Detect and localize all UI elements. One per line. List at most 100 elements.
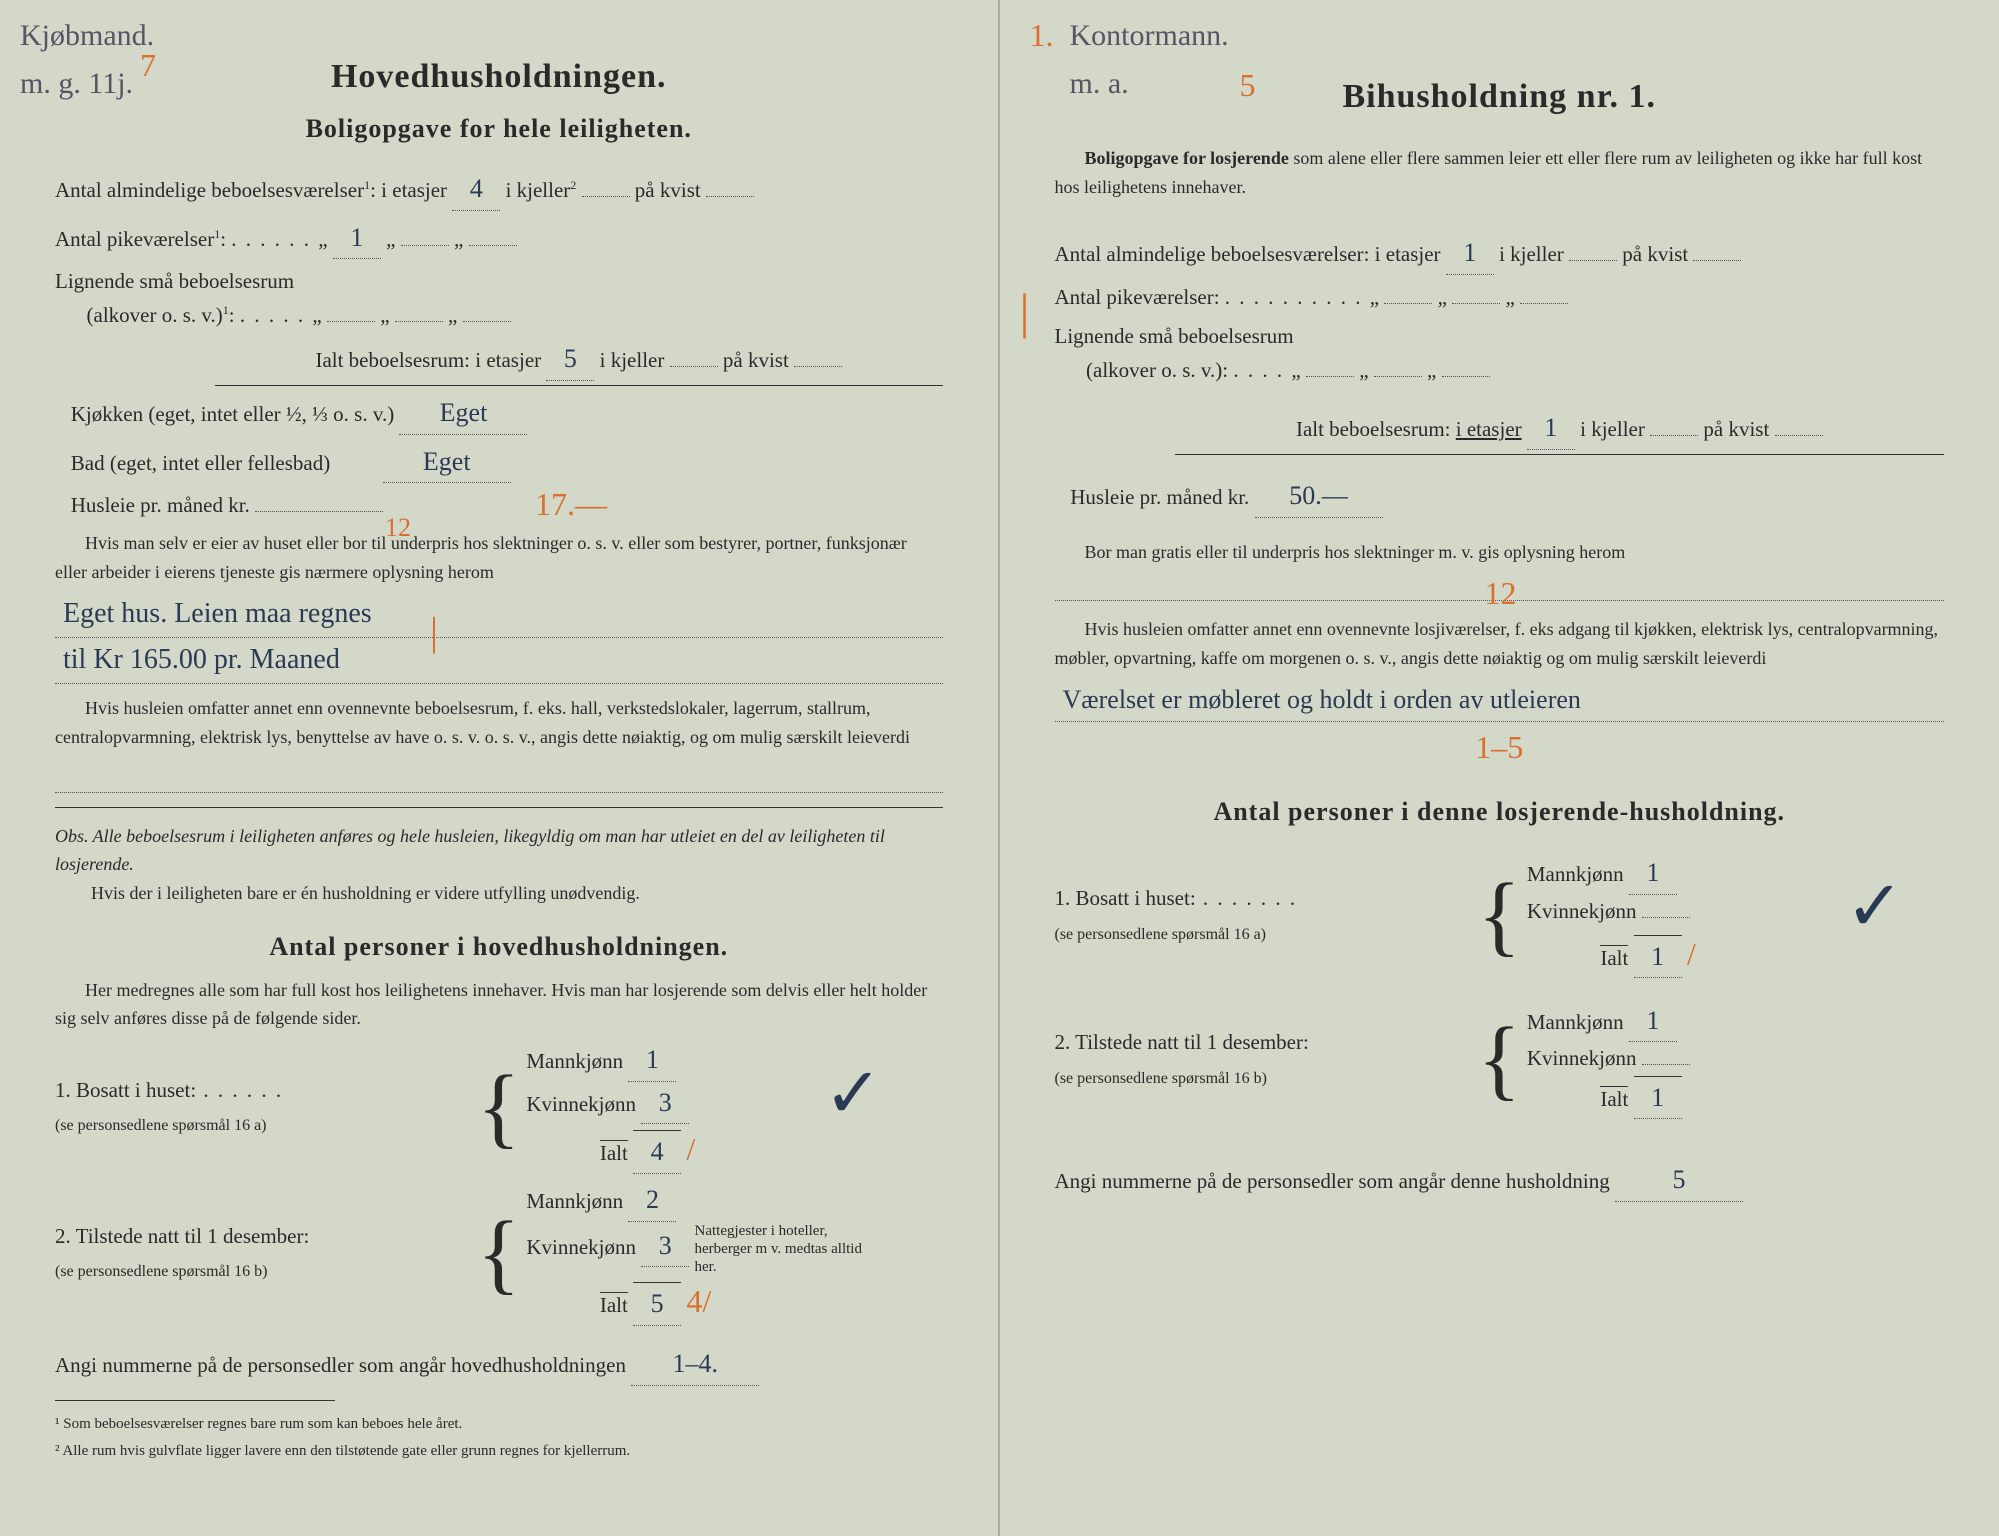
lbl-alm-r: Antal almindelige beboelsesværelser:	[1055, 242, 1370, 266]
q2-sub: (se personsedlene spørsmål 16 b)	[55, 1263, 267, 1280]
bracket-icon: {	[1478, 882, 1521, 950]
row-ialt-r: Ialt beboelsesrum: i etasjer 1 i kjeller…	[1175, 407, 1945, 455]
q2-sub-r: (se personsedlene spørsmål 16 b)	[1055, 1070, 1267, 1087]
lbl-mann-r: Mannkjønn	[1527, 862, 1624, 886]
blank	[469, 245, 517, 246]
q2-label-r: 2. Tilstede natt til 1 desember:	[1055, 1030, 1309, 1054]
q1-mann: 1	[628, 1039, 676, 1082]
lbl-alm: Antal almindelige beboelsesværelser	[55, 178, 364, 202]
q2-ialt: 5	[633, 1282, 681, 1326]
para-losjerende: Boligopgave for losjerende Boligopgave f…	[1055, 144, 1945, 202]
fn-divider	[55, 1400, 335, 1401]
blank	[1520, 303, 1568, 304]
q2-group-r: 2. Tilstede natt til 1 desember: (se per…	[1055, 1000, 1945, 1120]
blank	[327, 321, 375, 322]
divider	[55, 807, 943, 808]
title-sub: Boligopgave for hele leiligheten.	[55, 108, 943, 150]
blank	[794, 366, 842, 367]
footnote2: ² Alle rum hvis gulvflate ligger lavere …	[55, 1442, 943, 1462]
val-pike: 1	[333, 217, 381, 260]
bracket-icon: {	[477, 1220, 520, 1288]
title-main: Hovedhusholdningen.	[55, 50, 943, 104]
blank	[1569, 260, 1617, 261]
lbl-kvinne-r: Kvinnekjønn	[1527, 899, 1637, 923]
hand-annotation-top-right: Kontormann. m. a.	[1070, 12, 1229, 108]
blank	[1306, 376, 1354, 377]
orange-slash: |	[430, 600, 438, 664]
lbl-kvist: på kvist	[635, 178, 701, 202]
blank	[1374, 376, 1422, 377]
orange-mark-7: 7	[140, 40, 156, 91]
q2-label: 2. Tilstede natt til 1 desember:	[55, 1224, 309, 1248]
lbl-pike: Antal pikeværelser	[55, 227, 214, 251]
row-bad: Bad (eget, intet eller fellesbad) Eget	[55, 441, 943, 484]
lbl-kjokken: Kjøkken (eget, intet eller ½, ⅓ o. s. v.…	[71, 402, 394, 426]
lbl-ialt2: Ialt	[600, 1140, 628, 1165]
hand-line1: Eget hus. Leien maa regnes	[55, 592, 943, 638]
q1-label: 1. Bosatt i huset:	[55, 1078, 196, 1102]
lbl-lign-r: Lignende små beboelsesrum	[1055, 324, 1294, 348]
q1-ialt-r: 1	[1634, 935, 1682, 979]
hand-annotation-top-left: Kjøbmand. m. g. 11j.	[20, 12, 154, 108]
para-extra-r: Hvis husleien omfatter annet enn ovennev…	[1055, 615, 1945, 673]
lbl-kvinne-r2: Kvinnekjønn	[1527, 1046, 1637, 1070]
right-page: Kontormann. m. a. 1. 5 Bihusholdning nr.…	[1000, 0, 1999, 1536]
lbl-kvist-r2: på kvist	[1703, 417, 1769, 441]
footnote1: ¹ Som beboelsesværelser regnes bare rum …	[55, 1415, 943, 1435]
checkmark-icon: ✓	[824, 1039, 883, 1151]
lbl-kjeller-r2: i kjeller	[1580, 417, 1645, 441]
row-husleie-r: Husleie pr. måned kr. 50.—	[1055, 475, 1945, 518]
q1-label-r: 1. Bosatt i huset:	[1055, 886, 1196, 910]
q1-kvinne-r	[1642, 917, 1690, 918]
q2-note: Nattegjester i hoteller, herberger m v. …	[695, 1222, 865, 1276]
lbl-kjeller-r: i kjeller	[1499, 242, 1564, 266]
orange-husleie: 17.—	[535, 479, 607, 530]
blank-line	[55, 758, 943, 793]
obs-text: Obs. Alle beboelsesrum i leiligheten anf…	[55, 826, 885, 875]
orange-mark-1: 1.	[1030, 10, 1054, 61]
val-angi: 1–4.	[631, 1343, 759, 1386]
q2-ialt-r: 1	[1634, 1076, 1682, 1120]
q1-ialt: 4	[633, 1130, 681, 1174]
para-persons: Her medregnes alle som har full kost hos…	[55, 976, 943, 1034]
blank	[1452, 303, 1500, 304]
lbl-ialt-r2: Ialt	[1600, 945, 1628, 970]
q2-mann-r: 1	[1629, 1000, 1677, 1043]
val-angi-r: 5	[1615, 1159, 1743, 1202]
blank	[1775, 435, 1823, 436]
val-alm-etasjer: 4	[452, 168, 500, 211]
obs-text2: Hvis der i leiligheten bare er én hushol…	[91, 883, 640, 903]
orange-12: 12	[385, 507, 411, 549]
row-alm: Antal almindelige beboelsesværelser1: i …	[55, 168, 943, 211]
row-kjokken: Kjøkken (eget, intet eller ½, ⅓ o. s. v.…	[55, 392, 943, 435]
lbl-kvinne2: Kvinnekjønn	[526, 1235, 636, 1259]
lbl-ialt-r3: Ialt	[1600, 1086, 1628, 1111]
row-pike-r: | Antal pikeværelser: . . . . . . . . . …	[1055, 281, 1945, 315]
val-alm-etasjer-r: 1	[1446, 232, 1494, 275]
orange-1-5-txt: 1–5	[1475, 729, 1523, 765]
lbl-etasjer: i etasjer	[381, 178, 447, 202]
q1-sub-r: (se personsedlene spørsmål 16 a)	[1055, 926, 1267, 943]
lbl-mann: Mannkjønn	[526, 1049, 623, 1073]
lbl-ialt: Ialt beboelsesrum:	[315, 348, 470, 372]
bracket-icon: {	[477, 1074, 520, 1142]
val-bad: Eget	[383, 441, 511, 484]
val-alm-kjeller	[582, 196, 630, 197]
blank	[395, 321, 443, 322]
lbl-ialt3: Ialt	[600, 1292, 628, 1317]
para-husleie-extra: Hvis husleien omfatter annet enn ovennev…	[55, 694, 943, 752]
obs-block: Obs. Alle beboelsesrum i leiligheten anf…	[55, 822, 943, 908]
val-alm-kvist	[706, 196, 754, 197]
lbl-lign: Lignende små beboelsesrum	[55, 269, 294, 293]
blank	[1693, 260, 1741, 261]
orange-slash2: 4/	[686, 1283, 711, 1319]
txt-gratis: Bor man gratis eller til underpris hos s…	[1085, 542, 1626, 562]
lbl-bad: Bad (eget, intet eller fellesbad)	[71, 451, 330, 475]
row-alm-r: Antal almindelige beboelsesværelser: i e…	[1055, 232, 1945, 275]
orange-bar: |	[1020, 271, 1030, 351]
title-persons: Antal personer i hovedhusholdningen.	[55, 926, 943, 968]
lbl-mann-r2: Mannkjønn	[1527, 1010, 1624, 1034]
lbl-angi-r: Angi nummerne på de personsedler som ang…	[1055, 1169, 1610, 1193]
row-husleie: Husleie pr. måned kr. 17.— 12	[55, 489, 943, 523]
row-lign: Lignende små beboelsesrum (alkover o. s.…	[55, 265, 943, 332]
